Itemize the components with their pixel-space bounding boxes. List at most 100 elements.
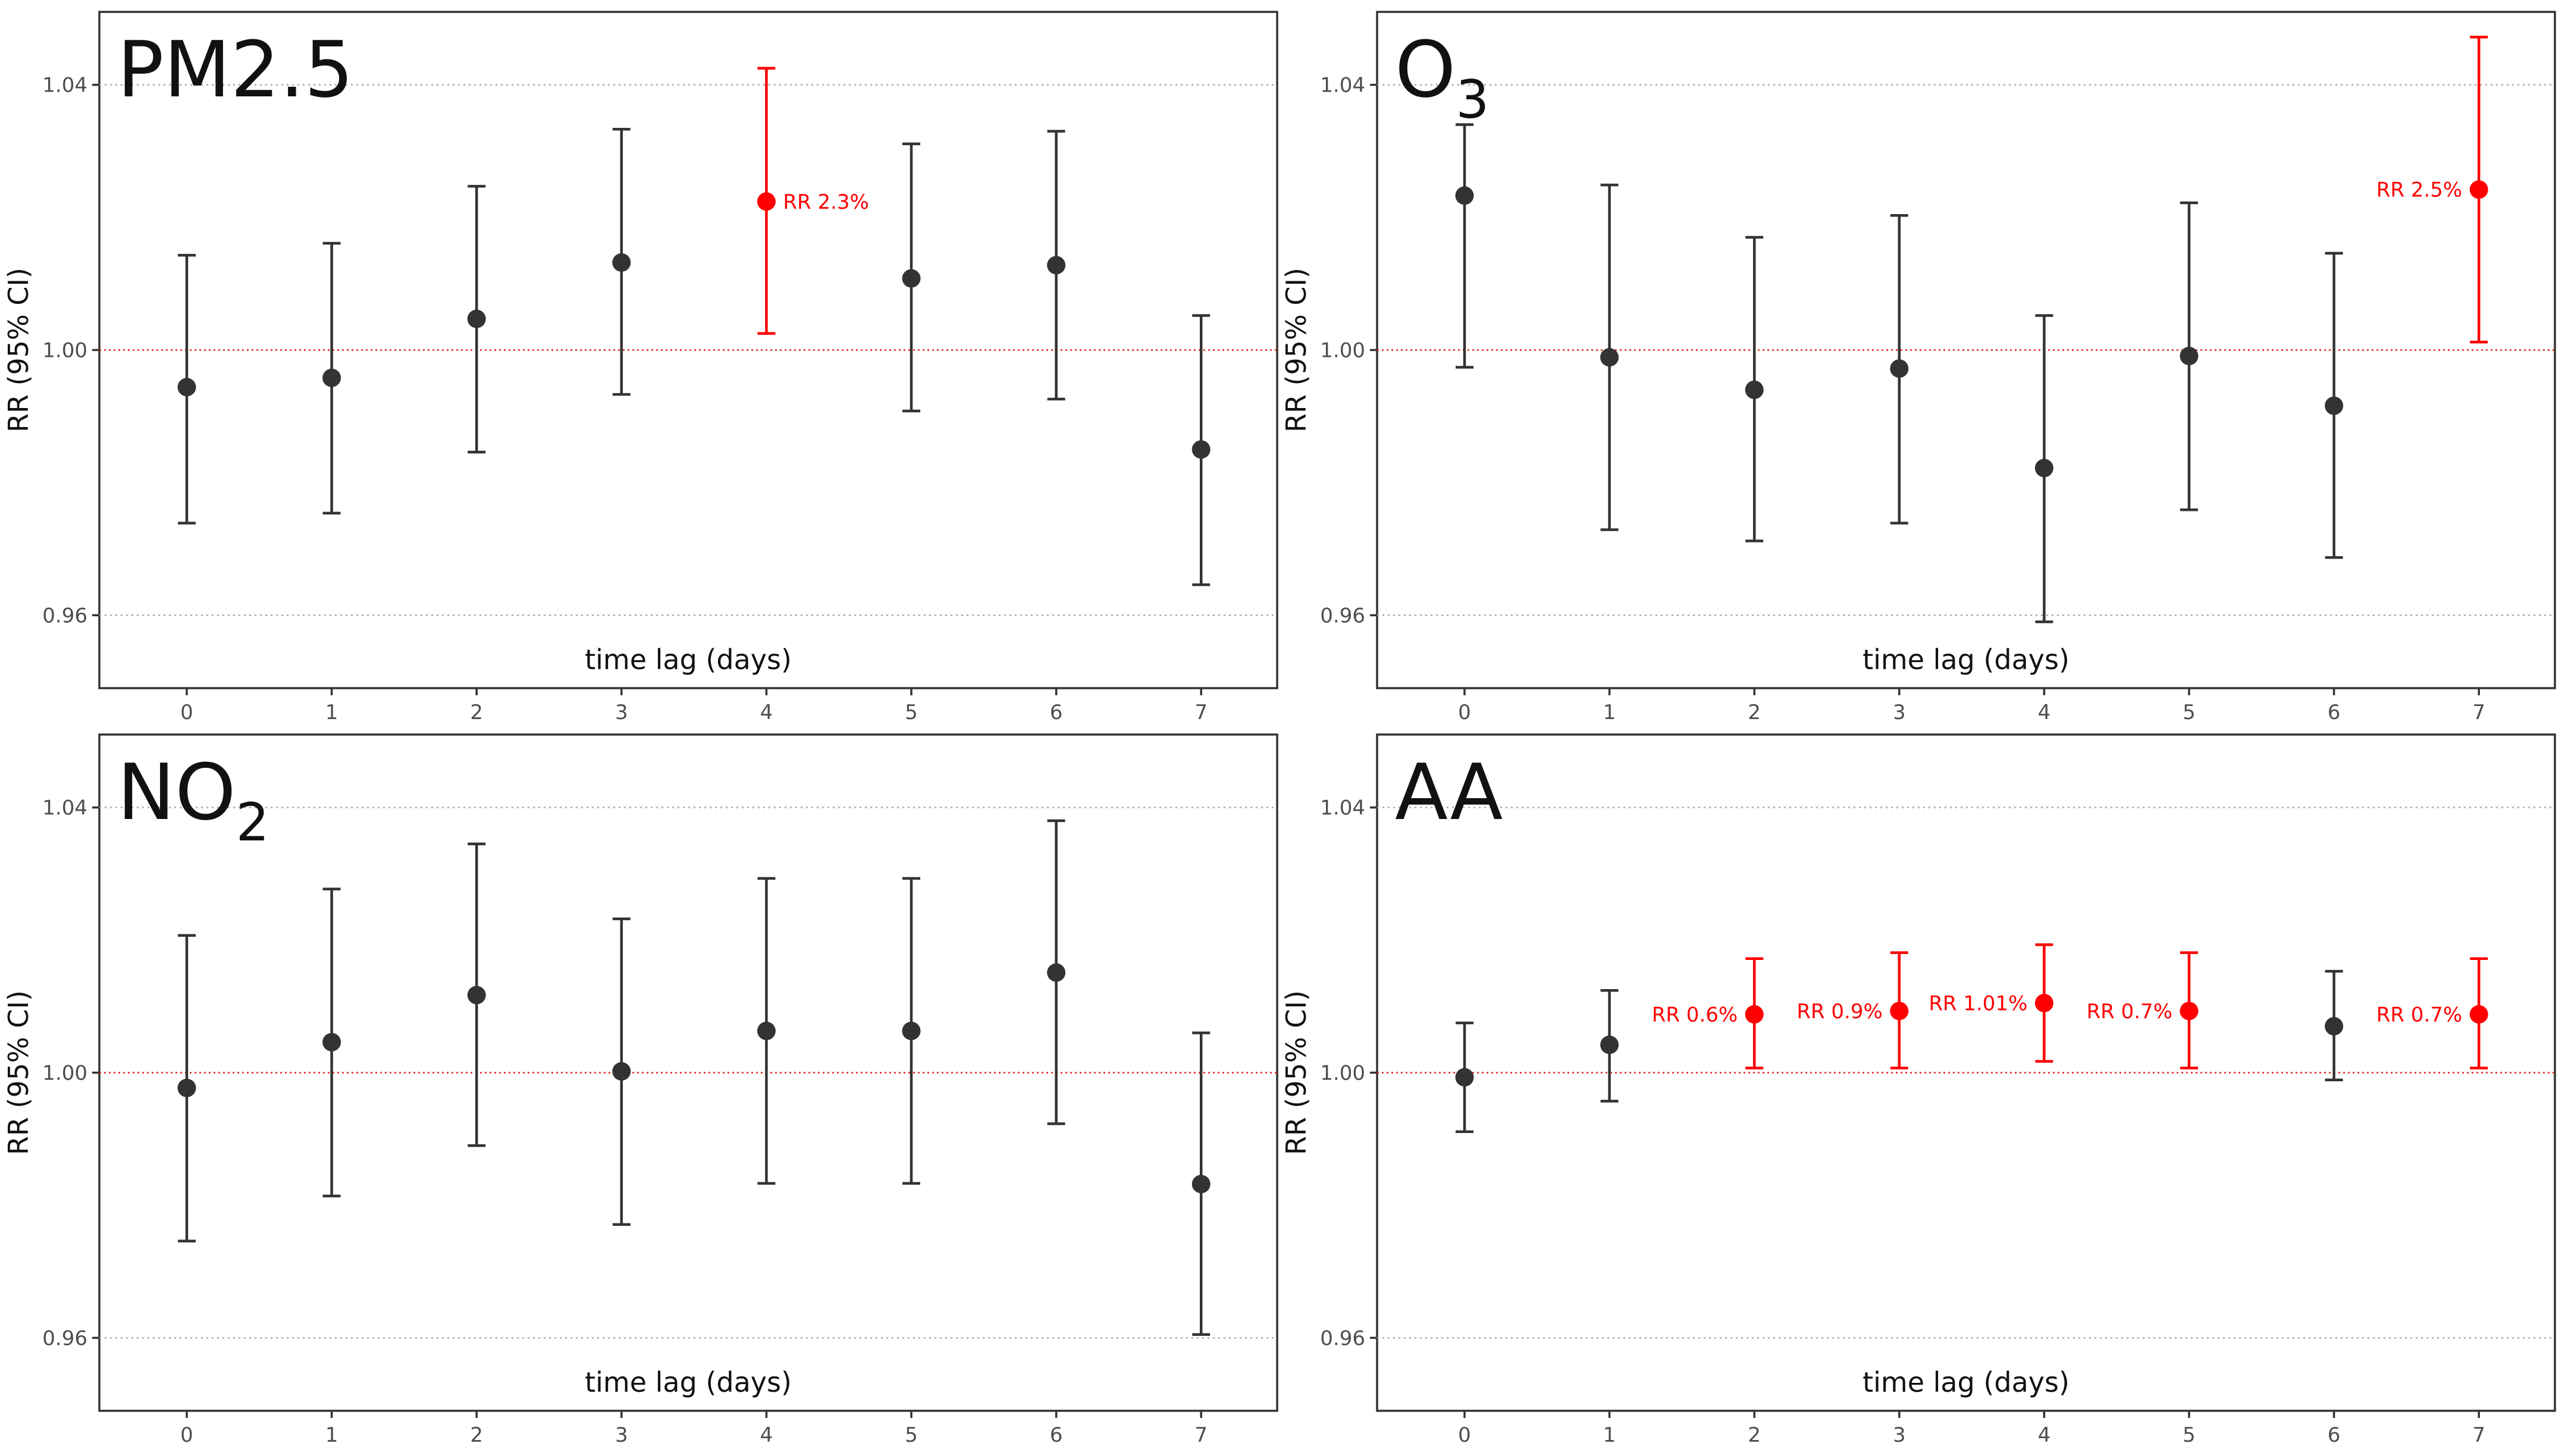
point-estimate [612,253,631,272]
point-estimate [1047,256,1066,275]
point-estimate [902,1021,921,1040]
panel-title: NO2 [117,747,269,853]
y-axis-label: RR (95% CI) [2,990,35,1155]
rr-annotation: RR 1.01% [1929,991,2027,1015]
x-tick-label: 0 [180,701,193,724]
panel-no2: 0.96 1.00 1.04 0 1 2 3 4 5 6 7 time lag (days) RR (9… [2,733,1278,1447]
x-tick-label: 1 [1603,1423,1616,1447]
panel-title-main: O [1395,24,1456,115]
x-tick-label: 5 [905,1423,918,1447]
y-tick-label: 1.04 [1320,74,1365,98]
x-axis-label: time lag (days) [585,644,792,676]
y-tick-label: 1.04 [42,74,87,98]
x-axis-label: time lag (days) [585,1366,792,1398]
point-estimate [757,1021,776,1040]
panel-title: AA [1395,747,1503,837]
x-tick-label: 6 [1050,701,1063,724]
rr-annotation: RR 0.7% [2376,1003,2462,1027]
point-estimate [2180,1002,2199,1021]
point-estimate [2034,993,2053,1012]
x-tick-label: 5 [2183,701,2196,724]
x-axis-label: time lag (days) [1862,1366,2070,1398]
y-tick-label: 0.96 [1320,604,1365,627]
point-estimate [322,1033,341,1052]
x-tick-label: 5 [905,701,918,724]
point-estimate [322,368,341,387]
point-estimate [1047,963,1066,982]
point-estimate [1191,1175,1211,1194]
point-estimate [467,986,486,1005]
x-tick-label: 6 [1050,1423,1063,1447]
point-estimate [1455,1068,1474,1087]
rr-annotation: RR 0.6% [1652,1003,1738,1027]
point-estimate [1455,186,1474,205]
panel-title-main: PM2.5 [117,24,353,115]
point-estimate [1745,380,1764,399]
panel-title-subscript: 2 [236,792,269,853]
panel-title: PM2.5 [117,24,353,115]
x-tick-label: 4 [760,701,773,724]
panel-o3: 0.96 1.00 1.04 0 1 2 3 4 5 6 7 time lag (days) RR (9… [1280,11,2556,724]
y-axis-label: RR (95% CI) [1280,990,1312,1155]
panel-title-subscript: 3 [1456,69,1489,130]
y-tick-label: 0.96 [1320,1326,1365,1350]
x-tick-label: 3 [615,1423,628,1447]
point-estimate [2325,1016,2344,1035]
y-tick-label: 1.00 [42,1062,87,1085]
x-tick-label: 2 [1748,1423,1761,1447]
x-tick-label: 0 [1458,1423,1471,1447]
point-estimate [2325,396,2344,415]
x-tick-label: 2 [470,1423,483,1447]
point-estimate [177,1078,196,1097]
x-tick-label: 7 [2472,701,2485,724]
point-estimate [612,1062,631,1081]
y-tick-label: 1.04 [1320,796,1365,820]
point-estimate [757,192,776,211]
x-tick-label: 4 [2038,701,2051,724]
rr-annotation: RR 2.5% [2376,178,2462,202]
x-tick-label: 5 [2183,1423,2196,1447]
x-axis-label: time lag (days) [1862,644,2070,676]
panel-aa: 0.96 1.00 1.04 0 1 2 3 4 5 6 7 time lag (days) RR (9… [1280,733,2556,1447]
x-tick-label: 7 [1194,701,1208,724]
x-tick-label: 0 [1458,701,1471,724]
y-axis-label: RR (95% CI) [2,268,35,432]
y-tick-label: 1.00 [1320,1062,1365,1085]
x-tick-label: 1 [325,701,338,724]
x-tick-label: 3 [615,701,628,724]
x-tick-label: 2 [1748,701,1761,724]
panel-title-main: AA [1395,747,1503,837]
y-tick-label: 1.00 [1320,339,1365,363]
point-estimate [902,269,921,288]
x-tick-label: 7 [2472,1423,2485,1447]
x-tick-label: 4 [760,1423,773,1447]
panel-title-main: NO [117,747,236,837]
x-tick-label: 1 [325,1423,338,1447]
point-estimate [2034,459,2053,478]
x-tick-label: 6 [2328,701,2341,724]
rr-annotation: RR 0.7% [2087,1000,2172,1024]
panel-title: O3 [1395,24,1489,130]
point-estimate [1600,348,1619,367]
point-estimate [1191,440,1211,459]
x-tick-label: 4 [2038,1423,2051,1447]
x-tick-label: 2 [470,701,483,724]
x-tick-label: 6 [2328,1423,2341,1447]
point-estimate [2180,347,2199,366]
x-tick-label: 1 [1603,701,1616,724]
point-estimate [2469,1005,2488,1024]
point-estimate [177,378,196,397]
y-tick-label: 1.04 [42,796,87,820]
y-tick-label: 1.00 [42,339,87,363]
point-estimate [1745,1005,1764,1024]
x-tick-label: 0 [180,1423,193,1447]
rr-annotation: RR 0.9% [1796,1000,1882,1024]
x-tick-label: 7 [1194,1423,1208,1447]
panel-pm25: 0.96 1.00 1.04 0 1 2 3 4 5 6 7 time lag (days) RR (9… [2,11,1278,724]
y-axis-label: RR (95% CI) [1280,268,1312,432]
x-tick-label: 3 [1893,1423,1906,1447]
x-tick-label: 3 [1893,701,1906,724]
point-estimate [2469,180,2488,199]
point-estimate [1890,359,1909,378]
